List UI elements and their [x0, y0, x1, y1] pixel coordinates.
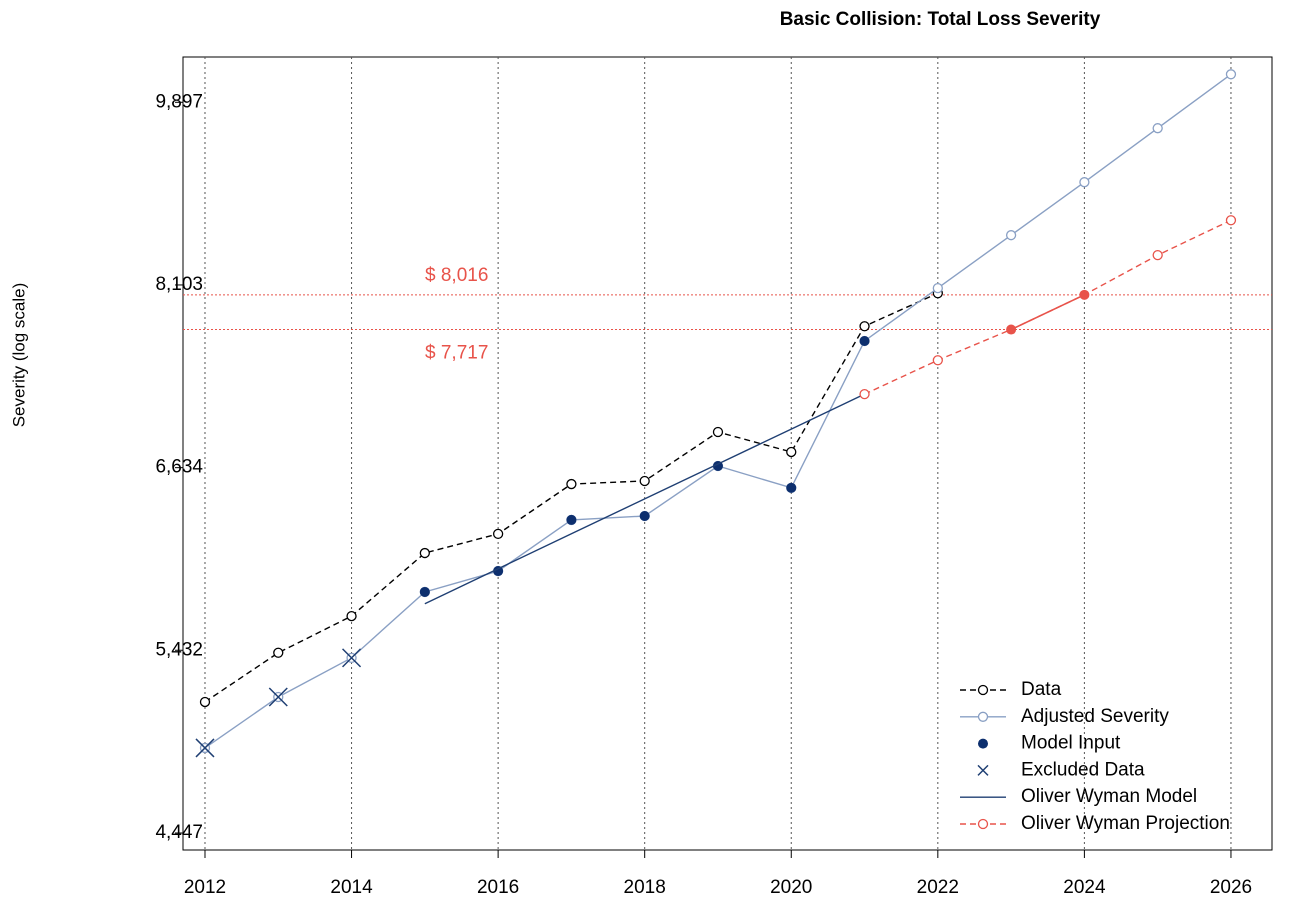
y-axis-label: Severity (log scale)	[9, 283, 28, 428]
legend-label: Oliver Wyman Projection	[1021, 813, 1230, 834]
legend-marker	[977, 711, 989, 722]
point	[566, 478, 577, 490]
y-tick-label: 9,897	[155, 91, 203, 112]
y-tick-label: 8,103	[155, 274, 203, 295]
legend-label: Oliver Wyman Model	[1021, 786, 1197, 807]
legend-label: Model Input	[1021, 733, 1121, 754]
point	[1152, 123, 1163, 134]
x-tick-label: 2026	[1210, 877, 1252, 898]
point	[639, 511, 650, 522]
x-tick-label: 2022	[917, 877, 959, 898]
legend-marker	[977, 684, 989, 696]
legend-label: Adjusted Severity	[1021, 706, 1169, 727]
y-tick-label: 6,634	[155, 457, 203, 478]
x-tick-label: 2024	[1063, 877, 1106, 898]
series-line	[424, 393, 865, 605]
point	[1225, 215, 1237, 226]
x-tick-label: 2014	[330, 877, 373, 898]
reference-label: $ 8,016	[425, 265, 488, 286]
legend-marker	[978, 738, 988, 749]
x-tick-label: 2018	[624, 877, 666, 898]
point	[932, 355, 943, 366]
point	[195, 738, 215, 758]
point	[1225, 69, 1237, 80]
point	[419, 586, 430, 597]
chart-title: Basic Collision: Total Loss Severity	[780, 9, 1101, 30]
reference-label: $ 7,717	[425, 343, 488, 364]
y-tick-label: 4,447	[155, 822, 203, 843]
plot-frame	[182, 56, 1273, 851]
point	[566, 514, 577, 525]
point	[786, 446, 797, 458]
highlight-line	[1010, 294, 1085, 331]
point	[492, 528, 504, 540]
series-line	[864, 219, 1232, 395]
series-line	[204, 73, 1232, 749]
point	[1005, 230, 1017, 241]
point	[1006, 324, 1017, 335]
point	[1152, 249, 1163, 261]
point	[859, 335, 870, 346]
point	[199, 696, 211, 708]
point	[639, 475, 650, 487]
legend-marker	[977, 764, 989, 776]
point	[273, 647, 284, 658]
point	[268, 687, 288, 707]
point	[493, 566, 504, 577]
point	[419, 547, 430, 559]
legend-label: Excluded Data	[1021, 759, 1145, 780]
point	[1079, 177, 1090, 188]
point	[346, 610, 357, 622]
series-line	[204, 292, 939, 703]
y-tick-label: 5,432	[155, 639, 203, 660]
point	[342, 648, 362, 668]
point	[859, 321, 870, 332]
point	[712, 426, 724, 438]
x-tick-label: 2012	[184, 877, 226, 898]
point	[786, 482, 797, 493]
point	[932, 282, 943, 294]
x-tick-label: 2020	[770, 877, 812, 898]
point	[1079, 289, 1090, 300]
x-tick-label: 2016	[477, 877, 519, 898]
point	[859, 388, 870, 400]
legend-label: Data	[1021, 679, 1062, 700]
legend-marker	[977, 818, 989, 830]
